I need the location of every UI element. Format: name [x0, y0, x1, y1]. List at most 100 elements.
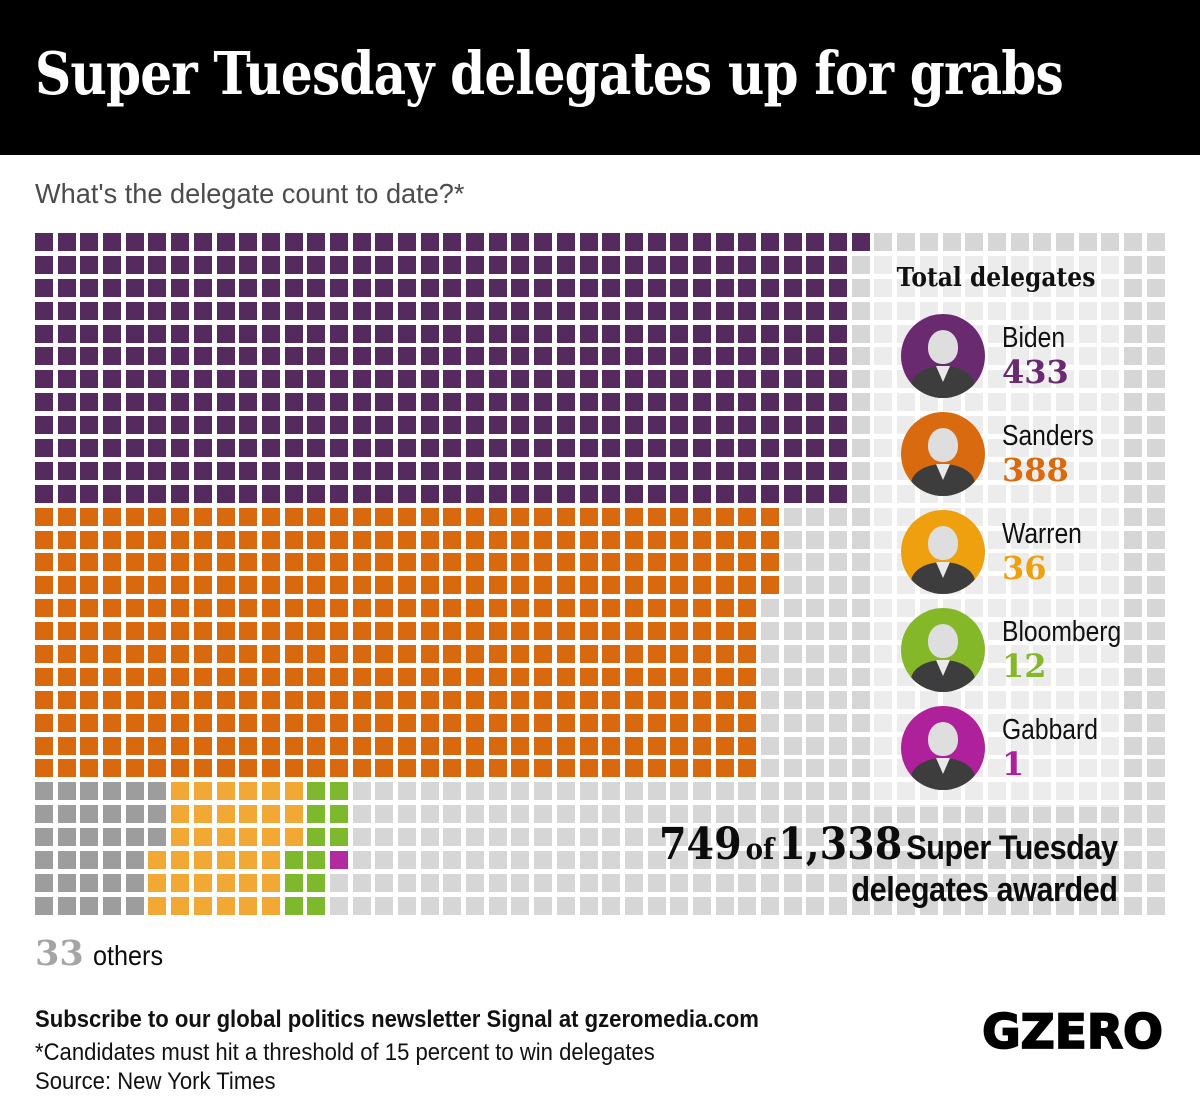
waffle-cell — [670, 851, 689, 870]
waffle-cell — [488, 759, 507, 778]
waffle-cell — [602, 439, 621, 458]
waffle-cell — [624, 233, 643, 251]
waffle-cell — [1124, 461, 1142, 480]
waffle-cell — [466, 599, 485, 618]
waffle-cell — [761, 393, 779, 412]
waffle-cell — [1146, 393, 1165, 412]
waffle-cell — [556, 507, 575, 526]
waffle-cell — [171, 896, 190, 915]
legend-value-biden: 433 — [1002, 352, 1069, 391]
waffle-cell — [103, 828, 122, 847]
waffle-cell — [488, 690, 507, 709]
footnote-text: *Candidates must hit a threshold of 15 p… — [35, 1039, 655, 1066]
waffle-cell — [193, 896, 212, 915]
waffle-cell — [897, 233, 916, 251]
waffle-cell — [103, 599, 122, 618]
waffle-cell — [534, 530, 553, 549]
waffle-cell — [738, 393, 757, 412]
waffle-cell — [443, 851, 462, 870]
waffle-cell — [329, 507, 348, 526]
waffle-cell — [193, 301, 212, 320]
waffle-cell — [57, 599, 76, 618]
waffle-cell — [375, 622, 394, 641]
waffle-cell — [670, 782, 689, 801]
waffle-cell — [35, 484, 53, 503]
waffle-cell — [670, 278, 689, 297]
waffle-cell — [261, 873, 280, 892]
waffle-cell — [851, 416, 870, 435]
waffle-cell — [148, 828, 167, 847]
waffle-cell — [1010, 851, 1029, 870]
waffle-cell — [556, 805, 575, 824]
waffle-cell — [329, 233, 348, 251]
waffle-cell — [556, 851, 575, 870]
waffle-cell — [216, 851, 235, 870]
waffle-cell — [261, 530, 280, 549]
source-text: Source: New York Times — [35, 1068, 276, 1095]
waffle-cell — [829, 576, 848, 595]
waffle-cell — [57, 553, 76, 572]
waffle-cell — [851, 645, 870, 664]
waffle-cell — [783, 896, 802, 915]
waffle-cell — [125, 393, 144, 412]
waffle-cell — [239, 599, 258, 618]
waffle-cell — [602, 484, 621, 503]
waffle-cell — [579, 439, 598, 458]
waffle-cell — [647, 828, 666, 847]
waffle-cell — [692, 713, 711, 732]
waffle-cell — [670, 233, 689, 251]
waffle-cell — [443, 233, 462, 251]
waffle-cell — [692, 347, 711, 366]
waffle-cell — [647, 576, 666, 595]
waffle-cell — [307, 507, 326, 526]
waffle-cell — [284, 896, 303, 915]
waffle-cell — [35, 278, 53, 297]
waffle-cell — [80, 233, 99, 251]
waffle-cell — [1146, 233, 1165, 251]
waffle-cell — [1124, 393, 1142, 412]
waffle-cell — [80, 370, 99, 389]
waffle-cell — [1124, 370, 1142, 389]
waffle-cell — [216, 347, 235, 366]
waffle-cell — [35, 805, 53, 824]
waffle-cell — [670, 393, 689, 412]
waffle-cell — [647, 507, 666, 526]
waffle-cell — [148, 255, 167, 274]
waffle-cell — [534, 301, 553, 320]
waffle-cell — [125, 896, 144, 915]
waffle-cell — [239, 553, 258, 572]
waffle-cell — [1124, 828, 1142, 847]
waffle-cell — [647, 461, 666, 480]
waffle-cell — [556, 667, 575, 686]
waffle-cell — [851, 805, 870, 824]
waffle-cell — [103, 782, 122, 801]
waffle-cell — [352, 255, 371, 274]
waffle-cell — [602, 278, 621, 297]
waffle-cell — [398, 439, 416, 458]
waffle-cell — [715, 233, 734, 251]
waffle-cell — [829, 530, 848, 549]
waffle-cell — [624, 805, 643, 824]
waffle-cell — [511, 370, 530, 389]
waffle-cell — [851, 782, 870, 801]
waffle-cell — [874, 896, 893, 915]
waffle-cell — [534, 278, 553, 297]
waffle-cell — [148, 622, 167, 641]
waffle-cell — [193, 530, 212, 549]
waffle-cell — [738, 553, 757, 572]
waffle-cell — [1124, 507, 1142, 526]
waffle-cell — [261, 461, 280, 480]
waffle-cell — [239, 530, 258, 549]
waffle-cell — [965, 828, 984, 847]
waffle-cell — [1146, 645, 1165, 664]
waffle-cell — [534, 622, 553, 641]
waffle-cell — [239, 507, 258, 526]
waffle-cell — [125, 828, 144, 847]
waffle-cell — [398, 896, 416, 915]
waffle-cell — [148, 645, 167, 664]
waffle-cell — [352, 896, 371, 915]
waffle-cell — [466, 645, 485, 664]
waffle-cell — [738, 530, 757, 549]
waffle-cell — [239, 278, 258, 297]
waffle-cell — [398, 255, 416, 274]
